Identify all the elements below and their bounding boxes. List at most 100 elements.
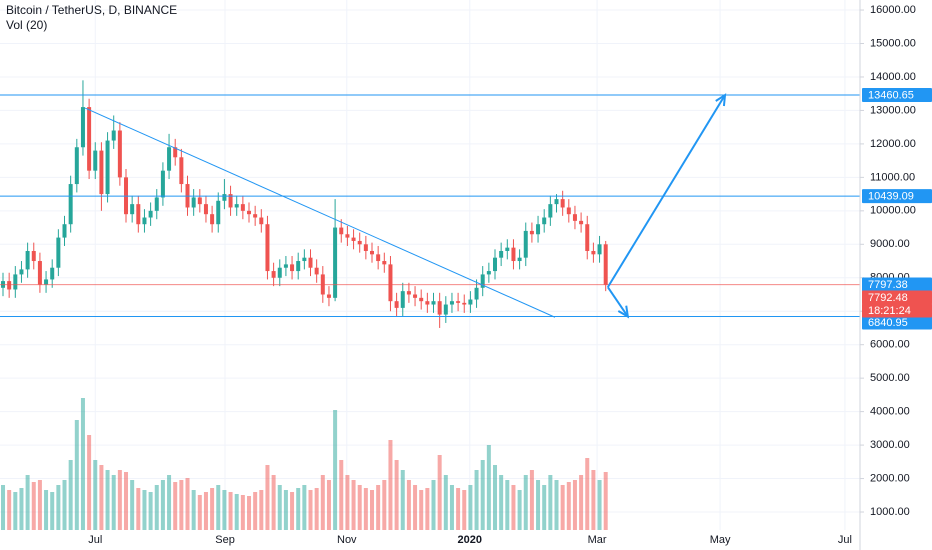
volume-bar — [56, 485, 61, 530]
candle-body — [240, 204, 245, 211]
volume-bar — [542, 485, 547, 530]
candle-body — [253, 214, 258, 218]
countdown-label: 18:21:24 — [868, 305, 911, 317]
volume-bar — [167, 475, 172, 530]
candle-body — [271, 271, 276, 278]
candle-body — [572, 214, 577, 221]
candle-body — [560, 199, 565, 208]
candle-body — [136, 204, 141, 225]
volume-bar — [560, 485, 565, 530]
candle-body — [68, 184, 73, 225]
volume-bar — [566, 482, 571, 530]
volume-bar — [179, 480, 184, 530]
volume-bar — [74, 420, 79, 530]
grid — [0, 0, 860, 530]
candle-body — [167, 147, 172, 171]
y-tick-label: 3000.00 — [870, 439, 910, 451]
candle-body — [93, 150, 98, 171]
candle-layer — [1, 80, 608, 328]
candle-body — [419, 297, 424, 302]
volume-bar — [142, 490, 147, 530]
candle-body — [56, 237, 61, 268]
candle-body — [234, 204, 239, 208]
candle-body — [357, 240, 362, 245]
volume-bar — [99, 465, 104, 530]
candle-body — [31, 250, 36, 262]
last-price-label-box — [862, 277, 932, 292]
candle-body — [197, 197, 202, 205]
volume-bar — [517, 490, 522, 530]
candle-body — [603, 244, 608, 285]
candle-body — [468, 299, 473, 305]
candle-body — [74, 147, 79, 185]
volume-bar — [191, 490, 196, 530]
volume-bar — [400, 470, 405, 530]
candle-body — [222, 194, 227, 201]
candle-body — [62, 224, 67, 238]
candle-body — [591, 250, 596, 255]
hline-price-label-box — [862, 315, 932, 330]
volume-bar — [480, 460, 485, 530]
candle-body — [376, 254, 381, 262]
volume-bar — [603, 472, 608, 530]
candle-body — [228, 194, 233, 208]
volume-bar — [259, 490, 264, 530]
volume-bar — [511, 485, 516, 530]
candle-body — [154, 197, 159, 211]
volume-bar — [160, 480, 165, 530]
volume-bar — [240, 495, 245, 530]
volume-bar — [536, 480, 541, 530]
volume-bar — [62, 480, 67, 530]
volume-bar — [388, 440, 393, 530]
volume-bar — [345, 475, 350, 530]
y-tick-label: 14000.00 — [870, 71, 916, 83]
candle-body — [486, 271, 491, 275]
current-price-label: 7792.48 — [868, 292, 908, 304]
candle-body — [462, 302, 467, 305]
candle-body — [87, 107, 92, 171]
candle-body — [505, 247, 510, 251]
candle-body — [437, 301, 442, 315]
candle-body — [511, 247, 516, 262]
volume-bar — [290, 492, 295, 530]
volume-bar — [173, 482, 178, 530]
candle-body — [117, 130, 122, 178]
candle-body — [50, 267, 55, 280]
volume-bar — [339, 460, 344, 530]
volume-bar — [357, 485, 362, 530]
volume-bar — [499, 475, 504, 530]
chart-title: Bitcoin / TetherUS, D, BINANCE — [6, 3, 177, 17]
candle-body — [363, 244, 368, 251]
candle-body — [148, 210, 153, 218]
volume-bar — [31, 482, 36, 530]
volume-bar — [197, 495, 202, 530]
candle-body — [326, 294, 331, 298]
volume-bar — [486, 445, 491, 530]
arrow-line — [607, 286, 629, 318]
volume-bar — [468, 485, 473, 530]
candle-body — [499, 250, 504, 258]
candle-body — [290, 264, 295, 272]
y-tick-label: 10000.00 — [870, 205, 916, 217]
candle-body — [529, 230, 534, 235]
candle-body — [7, 281, 12, 290]
arrow-line — [607, 94, 726, 288]
volume-bar — [68, 460, 73, 530]
y-tick-label: 12000.00 — [870, 138, 916, 150]
candle-body — [296, 261, 301, 272]
candle-body — [523, 230, 528, 258]
candle-body — [105, 140, 110, 195]
volume-bar — [548, 475, 553, 530]
volume-bar — [277, 485, 282, 530]
volume-bar — [363, 488, 368, 530]
trend-line — [84, 107, 556, 318]
volume-bar — [185, 478, 190, 530]
candle-body — [179, 157, 184, 185]
candle-body — [597, 244, 602, 255]
volume-bar — [80, 398, 85, 530]
candle-body — [480, 274, 485, 288]
hline-price-label-box — [862, 88, 932, 103]
candle-body — [400, 291, 405, 308]
hline-price-label: 10439.09 — [868, 191, 914, 203]
candle-body — [542, 217, 547, 225]
